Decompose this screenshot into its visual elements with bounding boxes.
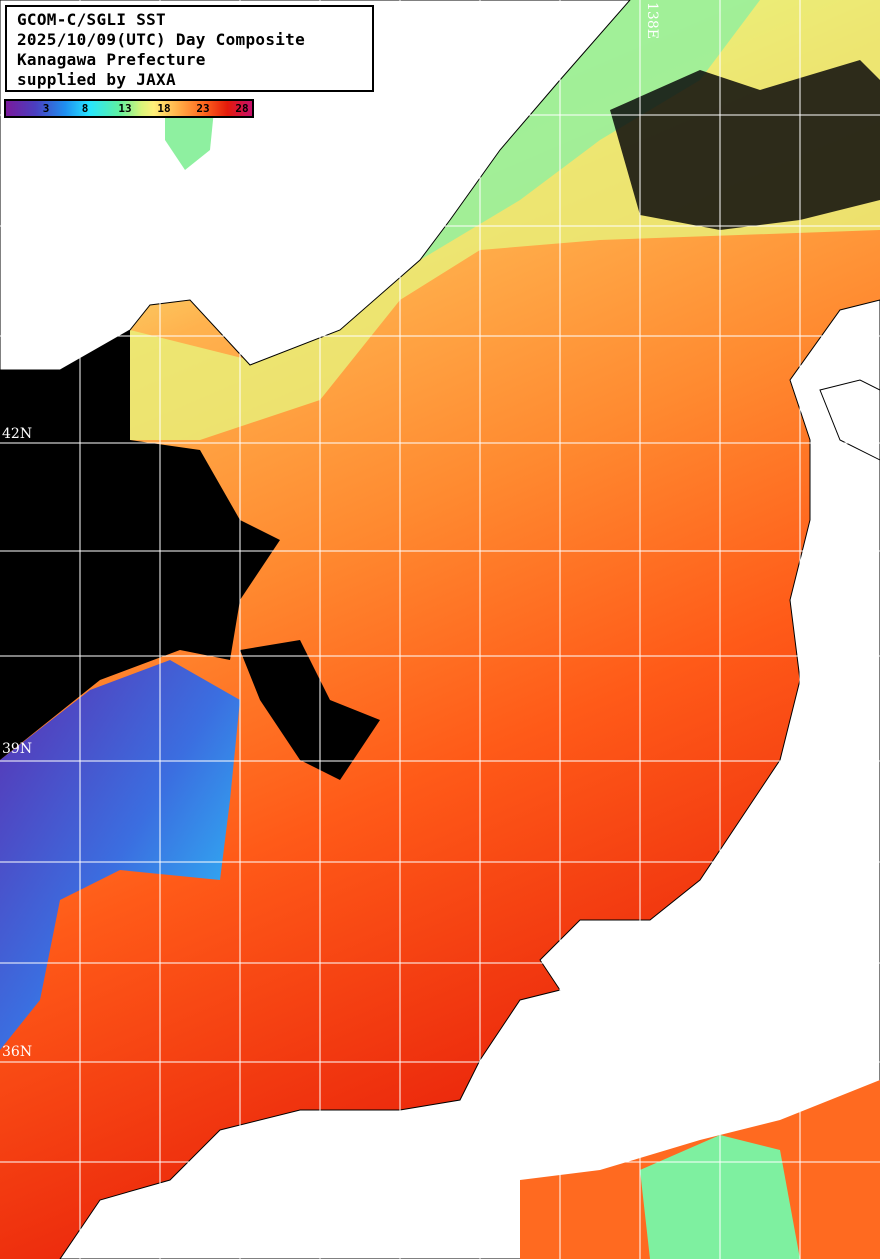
lat-label-42n: 42N [2, 426, 33, 442]
colorbar-tick: 13 [118, 102, 132, 115]
colorbar-tick: 23 [196, 102, 210, 115]
cold-water-region [0, 660, 240, 1050]
no-data-cloud [0, 330, 280, 760]
land-island [819, 379, 880, 461]
lat-label-36n: 36N [2, 1044, 33, 1060]
no-data-cloud [240, 640, 380, 780]
no-data-cloud [610, 60, 880, 230]
date-line: 2025/10/09(UTC) Day Composite [17, 30, 306, 49]
colorbar-tick: 3 [42, 102, 50, 115]
colorbar-tick: 18 [157, 102, 171, 115]
region-line: Kanagawa Prefecture [17, 50, 206, 69]
land-japan [59, 299, 880, 1259]
supplier-line: supplied by JAXA [17, 70, 176, 89]
lon-label-138e: 138E [644, 2, 660, 39]
land-mainland-asia [0, 0, 631, 371]
colorbar-tick: 8 [81, 102, 89, 115]
lat-label-39n: 39N [2, 741, 33, 757]
title-box: GCOM-C/SGLI SST 2025/10/09(UTC) Day Comp… [5, 5, 374, 92]
colorbar-tick: 28 [235, 102, 249, 115]
sst-colorbar: 3 8 13 18 23 28 [4, 99, 254, 118]
cool-water-region [420, 0, 760, 260]
title-line: GCOM-C/SGLI SST [17, 10, 166, 29]
